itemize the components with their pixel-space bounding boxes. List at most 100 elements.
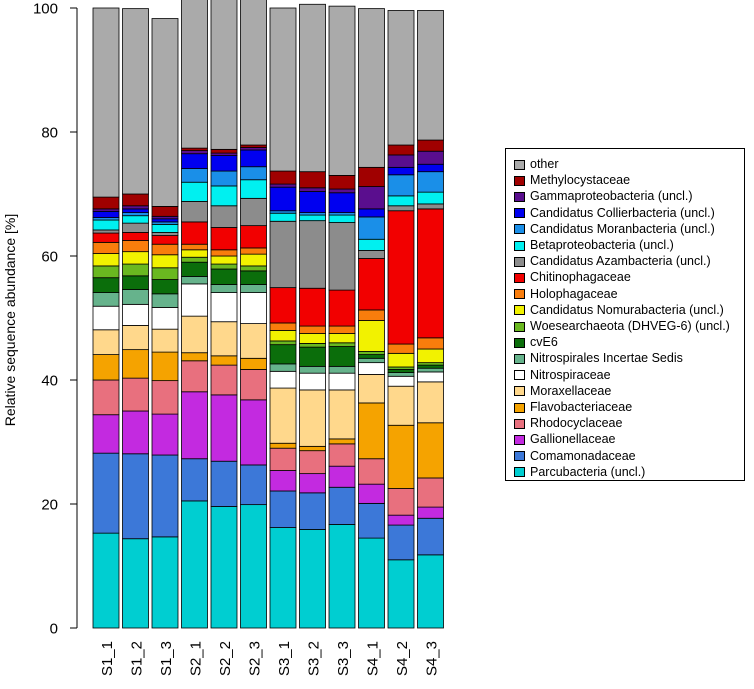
bar-segment-S1_2-14: [122, 215, 149, 224]
bar-segment-S1_2-1: [122, 453, 149, 540]
bar-segment-S3_3-1: [328, 486, 356, 525]
legend-label: other: [530, 157, 559, 171]
bar-segment-S3_2-4: [299, 445, 326, 452]
bar-segment-S1_3-5: [151, 328, 179, 353]
bar-segment-S1_3-18: [151, 205, 179, 217]
bar-segment-S4_3-7: [417, 367, 444, 373]
bar-segment-S3_3-19: [328, 5, 356, 176]
bar-segment-S4_1-13: [358, 250, 385, 259]
bar-segment-S2_2-3: [210, 364, 238, 396]
bar-segment-S4_3-2: [417, 506, 444, 519]
legend-label: Methylocystaceae: [530, 173, 631, 188]
bar-segment-S4_2-19: [387, 10, 415, 146]
bar-segment-S3_3-9: [328, 342, 356, 347]
legend-label: cvE6: [530, 335, 558, 350]
legend-label: Moraxellaceae: [530, 383, 612, 398]
bar-segment-S4_2-12: [387, 210, 415, 345]
bar-segment-S3_2-14: [299, 214, 326, 222]
bar-segment-S3_2-9: [299, 343, 326, 348]
bar-segment-S2_2-4: [210, 355, 238, 366]
bar-segment-S3_1-6: [269, 370, 297, 389]
bar-segment-S1_1-0: [92, 532, 120, 629]
bar-segment-S4_2-10: [387, 352, 415, 368]
bar-segment-S2_2-11: [210, 249, 238, 257]
legend-item: Nitrospiraceae: [514, 368, 611, 383]
bar-segment-S1_3-11: [151, 243, 179, 256]
bar-segment-S3_2-0: [299, 529, 326, 629]
bar-segment-S4_3-8: [417, 364, 444, 369]
bar-segment-S1_1-2: [92, 414, 120, 454]
bar-segment-S4_2-16: [387, 166, 415, 176]
bar-segment-S2_1-12: [181, 221, 208, 245]
bar-segment-S3_1-18: [269, 170, 297, 185]
legend-label: Holophagaceae: [530, 286, 618, 301]
bar-segment-S4_1-12: [358, 258, 385, 311]
x-tick-label-S4_1: S4_1: [365, 641, 382, 676]
bar-segment-S1_2-6: [122, 303, 149, 326]
bar-segment-S3_1-17: [269, 183, 297, 188]
legend-item: Nitrospirales Incertae Sedis: [514, 351, 683, 366]
legend-item: Gammaproteobacteria (uncl.): [514, 189, 693, 204]
bar-segment-S3_3-7: [328, 365, 356, 374]
bar-segment-S2_1-2: [181, 391, 208, 460]
bar-segment-S1_3-1: [151, 454, 179, 538]
bar-segment-S1_3-10: [151, 254, 179, 269]
bar-segment-S2_1-14: [181, 181, 208, 202]
bar-segment-S2_2-16: [210, 155, 238, 172]
bar-segment-S3_3-5: [328, 389, 356, 440]
legend-item: Methylocystaceae: [514, 173, 630, 188]
legend-label: Candidatus Collierbacteria (uncl.): [530, 205, 715, 220]
bar-segment-S2_3-6: [240, 292, 267, 324]
bar-segment-S1_1-6: [92, 305, 120, 331]
bar-segment-S1_1-1: [92, 452, 120, 534]
bar-segment-S2_2-18: [210, 148, 238, 154]
y-axis: 0 20 40 60 80 100: [33, 1, 78, 638]
bar-segment-S2_3-10: [240, 253, 267, 267]
bar-segment-S1_2-11: [122, 240, 149, 253]
bar-segment-S3_2-3: [299, 450, 326, 475]
bar-segment-S4_1-5: [358, 374, 385, 404]
bar-segment-S3_3-8: [328, 346, 356, 367]
bar-segment-S2_3-4: [240, 357, 267, 370]
bar-segment-S3_2-1: [299, 492, 326, 530]
bar-segment-S1_3-6: [151, 307, 179, 330]
bar-segment-S2_1-16: [181, 153, 208, 169]
legend-item: Candidatus Collierbacteria (uncl.): [514, 206, 715, 221]
bar-segment-S1_1-14: [92, 219, 120, 231]
legend-swatch: [514, 240, 525, 251]
legend-label: Chitinophagaceae: [530, 270, 631, 285]
legend-label: Gallionellaceae: [530, 432, 616, 447]
bar-segment-S3_3-17: [328, 188, 356, 194]
bar-segment-S1_3-4: [151, 351, 179, 382]
bar-segment-S1_1-9: [92, 265, 120, 279]
legend-swatch: [514, 208, 525, 219]
bar-segment-S2_3-0: [240, 504, 267, 629]
bar-segment-S4_1-1: [358, 502, 385, 539]
bar-segment-S4_2-11: [387, 343, 415, 354]
bar-segment-S1_1-11: [92, 241, 120, 254]
bar-segment-S3_3-11: [328, 325, 356, 334]
bar-segment-S4_1-8: [358, 354, 385, 359]
legend-swatch: [514, 386, 525, 397]
bar-segment-S3_3-4: [328, 438, 356, 445]
bar-segment-S1_2-13: [122, 222, 149, 233]
bar-segment-S2_3-2: [240, 399, 267, 466]
bar-segment-S3_2-13: [299, 220, 326, 289]
legend-item: Candidatus Moranbacteria (uncl.): [514, 222, 715, 237]
bar-segment-S4_3-15: [417, 171, 444, 193]
bar-segment-S2_1-7: [181, 276, 208, 285]
bar-segment-S2_3-1: [240, 464, 267, 506]
legend-item: Flavobacteriaceae: [514, 400, 632, 415]
bar-segment-S2_1-4: [181, 352, 208, 362]
bar-segment-S2_3-12: [240, 225, 267, 249]
bar-segment-S4_2-3: [387, 488, 415, 516]
x-tick-label-S3_3: S3_3: [335, 641, 352, 676]
bar-segment-S3_1-11: [269, 322, 297, 331]
bar-segment-S2_1-8: [181, 261, 208, 277]
bar-segment-S4_3-11: [417, 337, 444, 350]
bar-segment-S1_3-0: [151, 536, 179, 629]
bar-segment-S2_3-3: [240, 369, 267, 401]
bar-segment-S1_3-14: [151, 223, 179, 233]
bar-segment-S4_2-0: [387, 559, 415, 629]
